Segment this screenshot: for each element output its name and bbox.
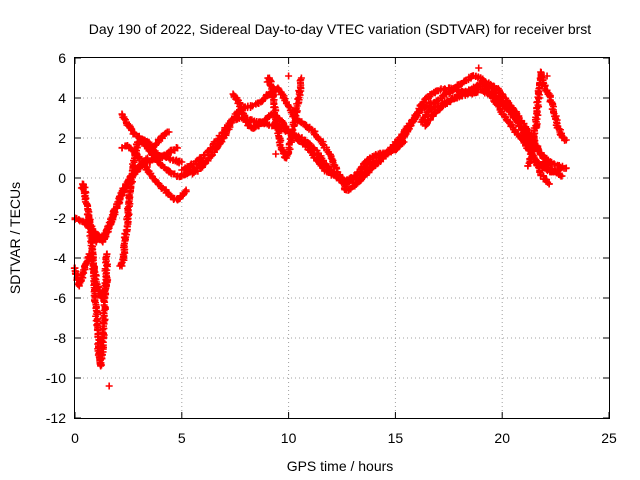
data-point-outlier <box>272 150 280 158</box>
data-point <box>297 74 305 82</box>
x-tick-label: 5 <box>178 430 186 446</box>
data-point <box>439 92 447 100</box>
data-point <box>400 138 408 146</box>
data-point <box>103 250 111 258</box>
data-point-outlier <box>105 382 113 390</box>
y-tick-label: 4 <box>58 90 66 106</box>
data-point <box>562 164 570 172</box>
y-tick-label: -8 <box>54 330 67 346</box>
data-point <box>218 138 226 146</box>
data-point <box>174 144 182 152</box>
x-tick-label: 15 <box>388 430 404 446</box>
y-tick-label: 6 <box>58 50 66 66</box>
data-point-outlier <box>543 72 551 80</box>
plot-frame <box>74 57 610 419</box>
y-axis-label: SDTVAR / TECUs <box>7 182 23 294</box>
data-point <box>318 140 326 148</box>
x-tick-label: 25 <box>601 430 617 446</box>
data-point <box>285 102 293 110</box>
y-tick-label: -10 <box>46 370 66 386</box>
data-point <box>514 118 522 126</box>
data-point <box>406 122 414 130</box>
data-point <box>427 104 435 112</box>
data-point-outlier <box>475 64 483 72</box>
y-tick-label: -12 <box>46 410 66 426</box>
x-axis-label: GPS time / hours <box>287 458 394 474</box>
data-point <box>178 158 186 166</box>
data-point <box>87 221 95 229</box>
y-tick-label: -6 <box>54 290 67 306</box>
data-point <box>294 95 302 103</box>
data-point <box>481 78 489 86</box>
y-tick-label: -4 <box>54 250 67 266</box>
y-tick-label: -2 <box>54 210 67 226</box>
x-tick-label: 0 <box>71 430 79 446</box>
y-tick-label: 2 <box>58 130 66 146</box>
data-point <box>545 180 553 188</box>
data-point-outlier <box>530 124 538 132</box>
data-point <box>550 160 558 168</box>
data-point <box>294 136 302 144</box>
grid-lines <box>75 58 609 418</box>
x-tick-label: 20 <box>494 430 510 446</box>
data-point <box>422 103 430 111</box>
tick-labels: 0 5 10 15 20 25 -12 -10 -8 -6 -4 -2 0 2 4 6 <box>46 50 617 446</box>
data-point <box>165 128 173 136</box>
data-point <box>99 326 107 334</box>
data-point-outlier <box>285 72 293 80</box>
y-tick-label: 0 <box>58 170 66 186</box>
x-tick-label: 10 <box>281 430 297 446</box>
data-point <box>558 172 566 180</box>
data-point <box>562 136 570 144</box>
data-point <box>278 146 286 154</box>
data-point-outlier <box>116 262 124 270</box>
data-point <box>162 129 170 137</box>
data-points <box>70 64 570 390</box>
chart-title: Day 190 of 2022, Sidereal Day-to-day VTE… <box>89 21 591 37</box>
data-point <box>144 154 152 162</box>
data-point <box>182 186 190 194</box>
